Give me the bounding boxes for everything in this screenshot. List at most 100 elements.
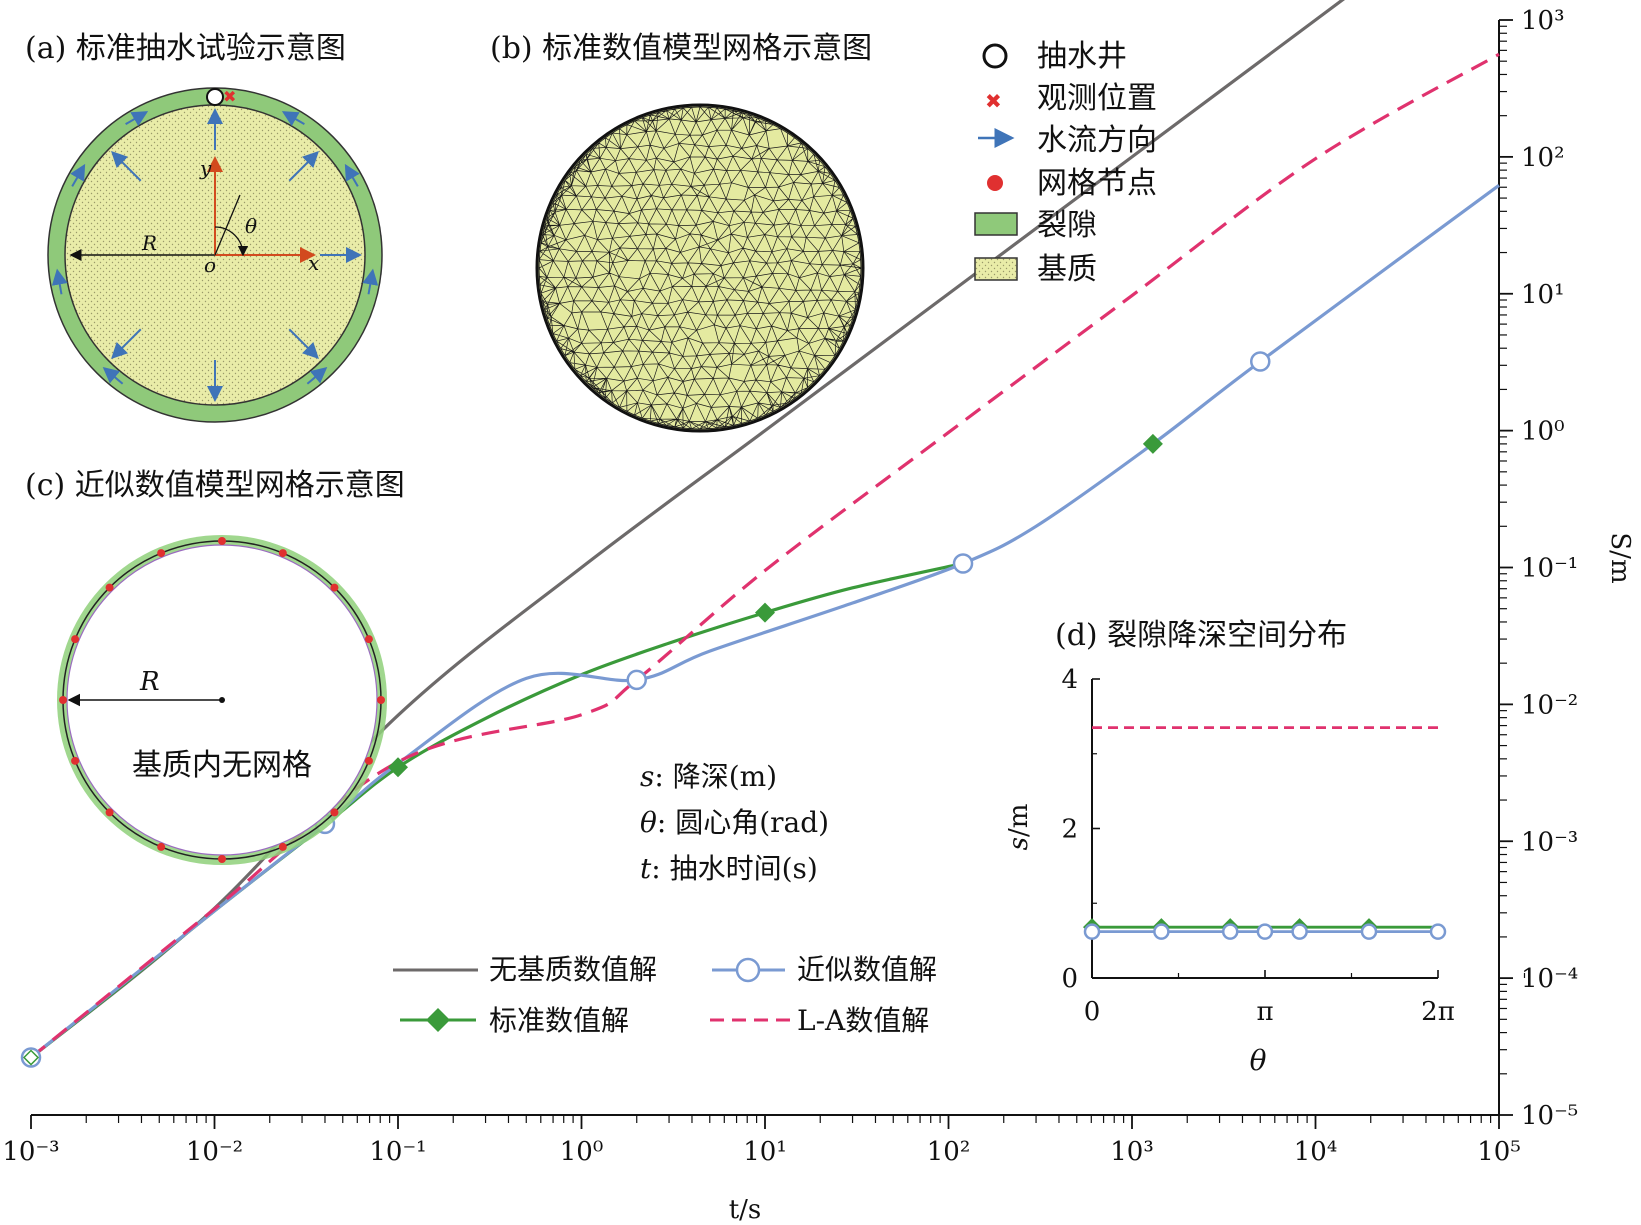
mesh-node (71, 635, 80, 644)
x-tick-label: 10² (927, 1137, 971, 1167)
approx-marker (1250, 351, 1271, 372)
observation-point: ✖ (223, 87, 236, 106)
inset-x-tick-label: 2π (1421, 997, 1455, 1027)
legend-marker-standard (426, 1008, 450, 1032)
origin-label: o (204, 253, 216, 277)
legend-label-no-matrix: 无基质数值解 (489, 953, 657, 986)
mesh-node (71, 756, 80, 765)
inset-y-tick-label: 2 (1061, 815, 1078, 845)
angle-ray (214, 194, 241, 256)
radius-label: R (141, 231, 157, 255)
legend-matrix-label: 基质 (1037, 252, 1097, 287)
x-tick-label: 10⁰ (560, 1137, 604, 1167)
theta-label: θ (245, 214, 257, 238)
inset-x-tick-label: 0 (1084, 997, 1101, 1027)
mesh-node (59, 696, 67, 704)
legend-label-standard: 标准数值解 (489, 1004, 629, 1037)
x-tick-label: 10⁻³ (2, 1137, 59, 1167)
legend-node-label: 网格节点 (1037, 166, 1157, 201)
approx-marker (20, 1047, 42, 1068)
notation-t: t: 抽水时间(s) (640, 852, 818, 885)
mesh-node (157, 842, 166, 851)
panel-b-standard-mesh: (b) 标准数值模型网格示意图 (490, 31, 872, 433)
axis-x-label: x (308, 251, 319, 275)
legend-label-la: L-A数值解 (797, 1004, 929, 1037)
inset-d-chart: (d) 裂隙降深空间分布 0 π 2π 0 2 4 θ s/m (1004, 618, 1526, 1077)
mesh-node (278, 842, 287, 851)
flow-arrow-tangential (281, 111, 305, 127)
y-tick-label: 10² (1521, 143, 1565, 173)
approx-marker (626, 669, 647, 691)
angle-arc (214, 226, 249, 257)
y-tick-label: 10⁻¹ (1521, 554, 1578, 584)
inset-approx-marker (1221, 923, 1239, 940)
x-tick-label: 10⁵ (1477, 1137, 1521, 1167)
approx-note: 基质内无网格 (132, 748, 312, 783)
flow-arrow-tangential (70, 163, 86, 187)
standard-marker (388, 757, 408, 778)
flow-arrows (51, 108, 379, 402)
mesh-node (330, 583, 339, 592)
notation-s: s: 降深(m) (640, 760, 777, 793)
legend-label-approx: 近似数值解 (797, 953, 937, 986)
flow-arrow-radial (288, 328, 319, 359)
mesh-lines (538, 106, 862, 430)
flow-arrow-radial (288, 151, 319, 182)
inset-y-label: s/m (1004, 804, 1034, 851)
x-tick-label: 10¹ (743, 1137, 787, 1167)
inset-approx-marker (1291, 923, 1308, 940)
inset-approx-marker (1429, 923, 1447, 940)
notation-theta: θ: 圆心角(rad) (640, 806, 829, 839)
start-marker (22, 1049, 40, 1066)
symbol-legend: 抽水井 ✖ 观测位置 水流方向 网格节点 裂隙 基质 (974, 39, 1157, 287)
standard-marker (1142, 433, 1163, 454)
mesh-node (105, 808, 114, 817)
x-tick-label: 10⁻² (186, 1137, 243, 1167)
flow-arrow-radial (111, 328, 142, 359)
y-tick-label: 10⁻⁴ (1521, 964, 1578, 994)
approx-mesh-nodes (59, 537, 385, 863)
x-tick-label: 10⁻¹ (369, 1137, 426, 1167)
x-tick-label: 10⁴ (1294, 1137, 1338, 1167)
mesh-node (105, 583, 114, 592)
flow-arrow-tangential (51, 268, 68, 295)
inset-y-tick-label: 4 (1061, 665, 1078, 695)
y-tick-label: 10³ (1521, 6, 1565, 36)
y-tick-label: 10⁻² (1521, 690, 1578, 720)
flow-arrow-radial (111, 151, 142, 182)
panel-a-title: (a) 标准抽水试验示意图 (25, 31, 346, 66)
mesh-node (364, 635, 373, 644)
approx-radius-label: R (139, 667, 160, 697)
legend-well-label: 抽水井 (1037, 39, 1127, 74)
legend-well-icon (982, 43, 1008, 69)
legend-node-icon (987, 175, 1003, 191)
inset-approx-marker (1360, 923, 1378, 940)
x-tick-label: 10³ (1110, 1137, 1154, 1167)
legend-fracture-icon (974, 212, 1018, 236)
mesh-node (218, 537, 226, 545)
legend-flow-label: 水流方向 (1037, 123, 1157, 158)
mesh-node (330, 808, 339, 817)
main-legend: 无基质数值解 近似数值解 标准数值解 L-A数值解 (393, 953, 937, 1037)
flow-arrow-tangential (125, 111, 149, 127)
y-tick-label: 10¹ (1521, 280, 1565, 310)
panel-a-pumping-test-diagram: (a) 标准抽水试验示意图 R y x o θ ✖ (25, 31, 383, 423)
panel-c-title: (c) 近似数值模型网格示意图 (25, 468, 405, 503)
inset-x-label: θ (1250, 1044, 1267, 1077)
flow-arrow-tangential (344, 163, 360, 187)
flow-arrow-tangential (102, 367, 124, 385)
mesh-node (377, 696, 385, 704)
flow-arrow-tangential (306, 367, 328, 385)
inset-y-tick-label: 0 (1061, 964, 1078, 994)
inset-approx-marker (1153, 923, 1170, 940)
inset-approx-marker (1083, 923, 1101, 940)
y-tick-label: 10⁻⁵ (1521, 1101, 1578, 1131)
inset-x-tick-label: π (1256, 997, 1273, 1027)
inset-series (1083, 726, 1447, 940)
axis-y-label: y (199, 156, 212, 180)
mesh-disk (535, 103, 865, 433)
inset-axes: 0 π 2π 0 2 4 (1061, 665, 1526, 1027)
legend-marker-approx (735, 957, 761, 983)
